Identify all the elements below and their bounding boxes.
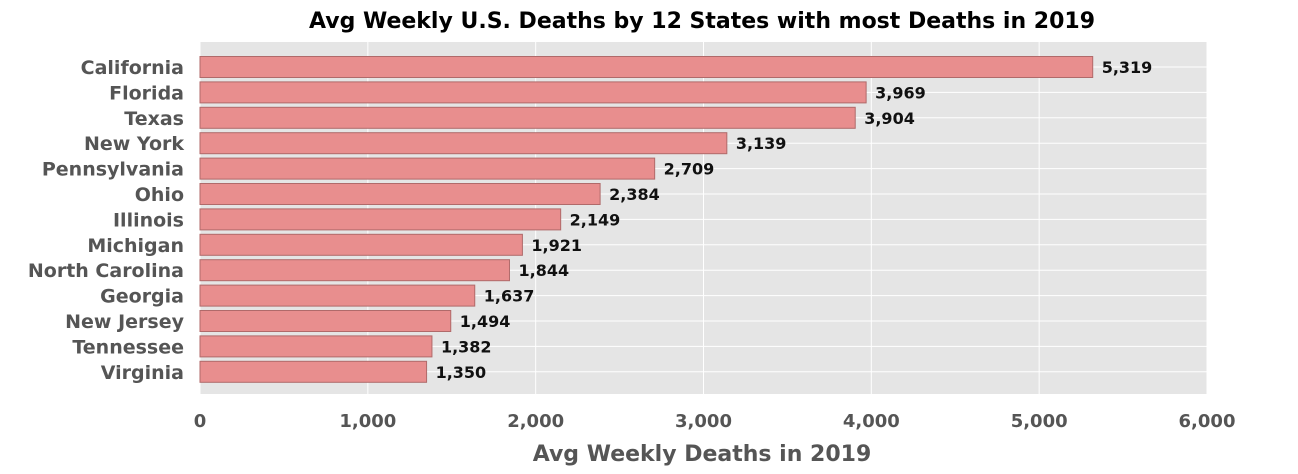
x-tick-label-0: 0 [194, 411, 207, 432]
y-tick-label-12: Virginia [101, 362, 184, 384]
bars [199, 56, 1094, 383]
data-label-5: 2,384 [609, 185, 660, 204]
bar-1 [199, 81, 867, 104]
bar-12 [199, 360, 428, 383]
data-label-8: 1,844 [518, 261, 569, 280]
y-tick-label-7: Michigan [87, 235, 184, 257]
bar-11 [199, 335, 433, 358]
bar-3 [199, 132, 728, 155]
data-label-4: 2,709 [664, 160, 715, 179]
x-axis-label: Avg Weekly Deaths in 2019 [533, 442, 872, 467]
bar-2 [199, 106, 856, 129]
y-tick-label-5: Ohio [135, 184, 184, 206]
y-tick-label-3: New York [84, 133, 184, 155]
data-label-6: 2,149 [570, 210, 621, 229]
bar-4 [199, 157, 656, 180]
y-tick-label-6: Illinois [113, 209, 184, 231]
x-tick-label-5: 5,000 [1011, 411, 1068, 432]
x-tick-label-3: 3,000 [675, 411, 732, 432]
data-label-9: 1,637 [484, 287, 535, 306]
bar-0 [199, 56, 1094, 78]
y-tick-label-9: Georgia [100, 286, 184, 308]
bar-6 [199, 208, 562, 231]
data-label-3: 3,139 [736, 134, 787, 153]
data-label-0: 5,319 [1102, 58, 1153, 77]
data-label-2: 3,904 [864, 109, 915, 128]
bar-5 [199, 183, 601, 205]
y-tick-label-8: North Carolina [28, 260, 184, 282]
data-label-12: 1,350 [436, 363, 487, 382]
data-label-7: 1,921 [531, 236, 582, 255]
bar-8 [199, 259, 510, 282]
bar-7 [199, 233, 523, 256]
y-tick-label-1: Florida [109, 82, 184, 104]
data-label-1: 3,969 [875, 83, 926, 102]
y-tick-label-2: Texas [124, 108, 184, 130]
x-tick-labels: 0 1,000 2,000 3,000 4,000 5,000 6,000 [194, 411, 1236, 432]
y-tick-label-0: California [81, 57, 184, 79]
bar-10 [199, 310, 452, 332]
y-tick-label-11: Tennessee [72, 336, 184, 358]
bar-9 [199, 284, 476, 307]
x-tick-label-2: 2,000 [507, 411, 564, 432]
x-tick-label-4: 4,000 [843, 411, 900, 432]
x-tick-label-1: 1,000 [339, 411, 396, 432]
y-tick-label-10: New Jersey [65, 311, 184, 333]
data-label-11: 1,382 [441, 337, 492, 356]
y-tick-label-4: Pennsylvania [42, 159, 184, 181]
y-tick-labels: California Florida Texas New York Pennsylvan… [28, 57, 185, 384]
x-tick-label-6: 6,000 [1179, 411, 1236, 432]
data-label-10: 1,494 [460, 312, 511, 331]
chart-title: Avg Weekly U.S. Deaths by 12 States with… [309, 9, 1095, 34]
